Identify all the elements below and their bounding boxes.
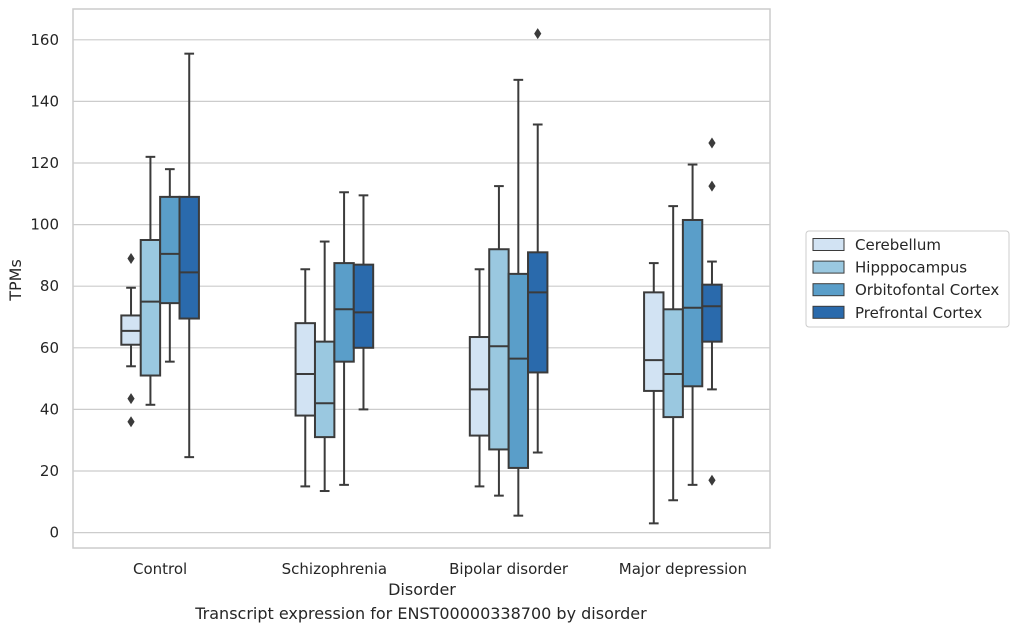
outlier-point — [127, 393, 135, 405]
box-cerebellum-major-depression — [643, 262, 665, 525]
box-body — [681, 218, 704, 388]
x-tick-labels: Control Schizophrenia Bipolar disorder Majo… — [133, 560, 747, 578]
y-axis-title: TPMs — [6, 259, 25, 302]
box-body — [333, 262, 355, 363]
y-tick-label: 140 — [30, 92, 59, 110]
box-cerebellum-bipolar-disorder — [468, 268, 491, 488]
legend-swatch — [812, 238, 845, 251]
x-tick-label: Major depression — [619, 560, 747, 578]
box-orbitofontal-cortex-schizophrenia — [333, 191, 355, 486]
outlier-point — [708, 180, 716, 192]
box-hipppocampus-schizophrenia — [313, 240, 336, 493]
box-orbitofontal-cortex-control — [159, 168, 181, 363]
box-body — [294, 322, 316, 417]
box-body — [662, 308, 684, 419]
x-tick-label: Control — [133, 560, 187, 578]
legend-swatch — [812, 305, 845, 319]
legend-label: Prefrontal Cortex — [855, 304, 982, 322]
legend-label: Cerebellum — [855, 236, 941, 254]
box-body — [468, 336, 491, 437]
box-hipppocampus-control — [139, 155, 162, 406]
box-body — [139, 239, 162, 377]
plot-border — [72, 8, 771, 549]
y-tick-label: 60 — [40, 339, 59, 357]
outlier-point — [127, 416, 135, 428]
box-prefrontal-cortex-control — [178, 52, 200, 459]
outlier-point — [534, 28, 542, 40]
box-body — [313, 340, 336, 439]
plot-frame — [72, 8, 771, 549]
box-body — [159, 195, 181, 305]
y-tick-label: 20 — [40, 462, 59, 480]
box-body — [527, 251, 549, 374]
y-tick-label: 0 — [49, 524, 59, 542]
box-cerebellum-schizophrenia — [294, 268, 316, 488]
box-orbitofontal-cortex-major-depression — [681, 163, 704, 486]
box-body — [701, 283, 723, 343]
outlier-point — [708, 474, 716, 486]
y-tick-label: 160 — [30, 31, 59, 49]
legend-swatch — [812, 260, 845, 274]
legend-label: Hipppocampus — [855, 259, 967, 277]
legend-box — [805, 230, 1010, 328]
box-hipppocampus-major-depression — [662, 205, 684, 502]
y-tick-label: 80 — [40, 277, 59, 295]
x-axis-title: Disorder — [388, 580, 456, 599]
boxes — [120, 28, 723, 525]
x-tick-label: Bipolar disorder — [449, 560, 569, 578]
y-tick-labels: 0 20 40 60 80 100 120 140 160 — [30, 31, 59, 542]
legend-label: Orbitofontal Cortex — [855, 281, 999, 299]
box-body — [643, 291, 665, 392]
x-tick-label: Schizophrenia — [282, 560, 387, 578]
chart-caption: Transcript expression for ENST0000033870… — [195, 604, 647, 623]
y-tick-label: 100 — [30, 216, 59, 234]
box-prefrontal-cortex-schizophrenia — [352, 194, 375, 411]
box-hipppocampus-bipolar-disorder — [488, 185, 510, 497]
box-cerebellum-control — [120, 252, 142, 428]
legend: Cerebellum Hipppocampus Orbitofontal Corte… — [805, 230, 1010, 328]
outlier-point — [708, 137, 716, 149]
box-orbitofontal-cortex-bipolar-disorder — [507, 78, 530, 517]
box-prefrontal-cortex-major-depression — [701, 137, 723, 486]
box-body — [352, 263, 375, 349]
y-tick-label: 40 — [40, 400, 59, 418]
legend-swatch — [812, 283, 845, 297]
box-body — [507, 272, 530, 469]
y-tick-label: 120 — [30, 154, 59, 172]
box-prefrontal-cortex-bipolar-disorder — [527, 28, 549, 454]
box-body — [488, 248, 510, 451]
box-body — [178, 195, 200, 320]
outlier-point — [127, 252, 135, 264]
